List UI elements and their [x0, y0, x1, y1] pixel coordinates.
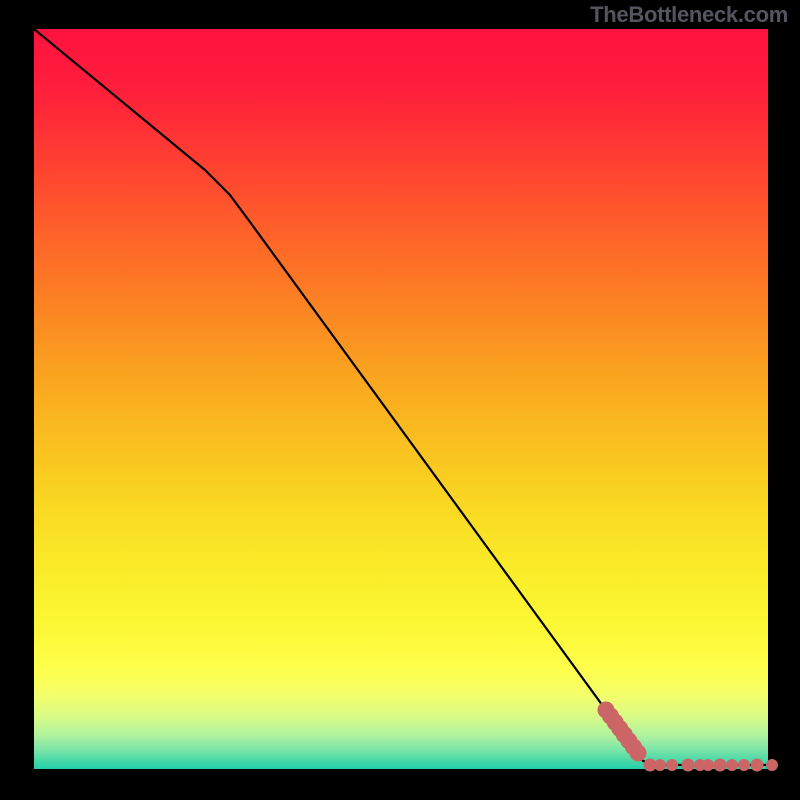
chart-container: TheBottleneck.com	[0, 0, 800, 800]
data-point	[630, 745, 647, 762]
data-point	[666, 759, 678, 771]
attribution-text: TheBottleneck.com	[590, 2, 788, 28]
data-point	[702, 759, 714, 771]
plot-background	[34, 29, 768, 769]
data-point	[766, 759, 778, 771]
data-point	[726, 759, 738, 771]
data-point	[738, 759, 750, 771]
bottleneck-chart	[0, 0, 800, 800]
data-point	[714, 759, 727, 772]
data-point	[751, 759, 764, 772]
data-point	[682, 759, 695, 772]
data-point	[654, 759, 666, 771]
